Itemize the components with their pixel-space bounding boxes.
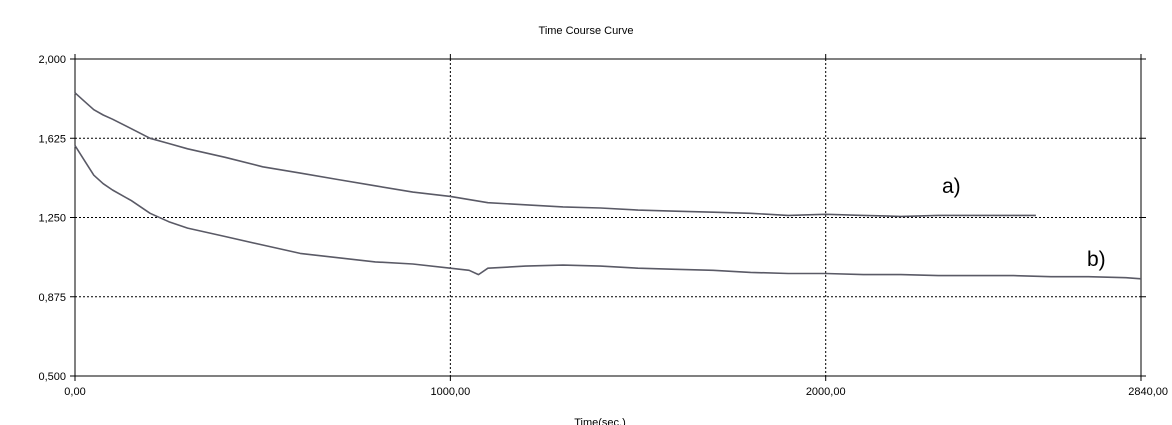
y-tick-label: 2,000: [38, 54, 66, 66]
y-tick-label: 1,250: [38, 213, 66, 225]
series-b-label: b): [1087, 248, 1106, 271]
x-tick-label: 2000,00: [806, 386, 846, 398]
axis-layer: 0,500 0,875 1,250 1,625 2,000 0,00 1000,00 2000…: [38, 54, 1168, 398]
y-tick-label: 0,500: [38, 371, 66, 383]
series-layer: [74, 92, 1142, 280]
grid-layer: [75, 59, 1141, 376]
x-tick-label: 0,00: [64, 386, 85, 398]
series-line-a: [74, 92, 1036, 218]
x-tick-label: 2840,00: [1128, 386, 1168, 398]
y-tick-label: 0,875: [38, 292, 66, 304]
y-tick-label: 1,625: [38, 133, 66, 145]
chart-title: Time Course Curve: [539, 25, 634, 37]
series-line-b: [74, 145, 1142, 280]
series-a-label: a): [942, 175, 961, 198]
x-tick-label: 1000,00: [430, 386, 470, 398]
x-axis-label: Time(sec.): [574, 417, 626, 425]
